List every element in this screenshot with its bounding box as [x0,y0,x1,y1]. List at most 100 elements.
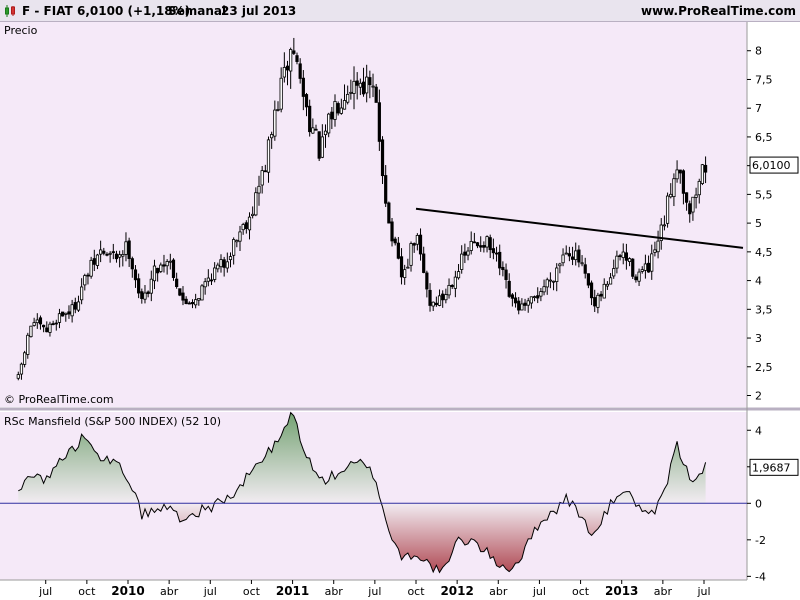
candlestick [105,252,109,257]
candle-body [317,131,321,159]
candle-body [415,235,419,245]
candlestick-icon [5,5,15,17]
x-tick-label: 2011 [276,584,309,598]
candle-body [669,193,673,198]
candlestick [488,234,492,259]
candlestick [301,70,305,111]
candlestick [662,215,667,231]
candle-body [583,264,587,274]
candle-body [437,295,442,306]
candlestick [270,131,274,149]
candle-body [190,302,195,305]
candle-body [406,266,410,269]
candle-body [130,258,134,270]
last-price-box [749,156,799,174]
candle-body [181,292,185,301]
candle-body [536,295,540,299]
x-tick-label: oct [243,585,261,598]
candlestick [175,272,179,289]
candle-body [339,107,343,114]
candle-body [178,288,182,296]
candlestick [602,278,606,299]
candle-body [289,49,293,72]
candle-body [19,363,24,375]
candlestick [181,286,185,306]
candle-body [143,292,147,300]
candlestick [403,264,407,285]
candle-body [688,203,692,215]
negative-area [18,503,706,573]
candlestick [295,52,299,65]
candlestick [406,258,410,269]
candlestick [637,268,641,286]
candle-body [659,224,663,241]
candlestick [669,183,673,199]
candlestick [412,242,416,253]
resistance-trendline [415,207,744,249]
candle-body [643,263,648,271]
candle-body [301,77,305,97]
last-price-label: 6,0100 (+1,18%) [77,4,191,18]
candle-body [23,352,27,365]
candlestick [216,262,220,273]
candlestick [225,252,229,273]
candle-body [656,240,660,253]
y-tick-label: 8 [755,45,762,58]
x-tick-label: jul [696,585,710,598]
candle-body [561,254,565,264]
candle-body [133,269,138,281]
candle-body [615,255,619,269]
candle-body [127,240,131,259]
x-tick-label: jul [38,585,52,598]
candlestick [684,192,689,211]
candle-body [567,253,571,257]
candlestick [352,66,356,110]
candle-body [311,127,315,134]
candlestick [374,83,378,103]
x-tick-label: jul [367,585,381,598]
period-label: Semanal [168,4,227,18]
candle-body [102,250,106,254]
candlestick-series [16,37,708,381]
candle-body [564,252,568,255]
candle-body [653,249,657,253]
candlestick [194,293,198,309]
candle-body [222,259,226,268]
candlestick [171,258,176,281]
candle-body [16,374,20,379]
candlestick [472,232,476,244]
indicator-line [18,411,707,574]
candle-body [279,77,283,110]
candle-body [681,170,686,194]
candlestick [418,228,423,261]
candlestick [64,312,68,322]
candle-body [548,279,552,282]
x-tick-label: jul [203,585,217,598]
candlestick [289,47,293,89]
y-axis-background [747,22,800,582]
indicator-y-axis: -4-20241,9687 [747,424,799,583]
candlestick [437,289,442,307]
candlestick [35,313,39,329]
candle-body [602,283,606,299]
candlestick [491,238,495,260]
candle-body [149,278,153,294]
candlestick [577,245,581,268]
candlestick [86,272,90,285]
candle-body [368,77,372,86]
candle-body [238,231,242,242]
candlestick [574,242,578,266]
candlestick [368,70,372,99]
candle-body [330,111,334,120]
candlestick [634,274,638,283]
candlestick [143,285,147,304]
date-label: 23 jul 2013 [221,4,297,18]
candle-body [456,271,461,279]
candlestick [596,292,600,314]
candlestick [691,196,695,221]
candle-body [156,267,160,274]
candlestick [137,273,141,299]
candlestick [76,295,81,312]
